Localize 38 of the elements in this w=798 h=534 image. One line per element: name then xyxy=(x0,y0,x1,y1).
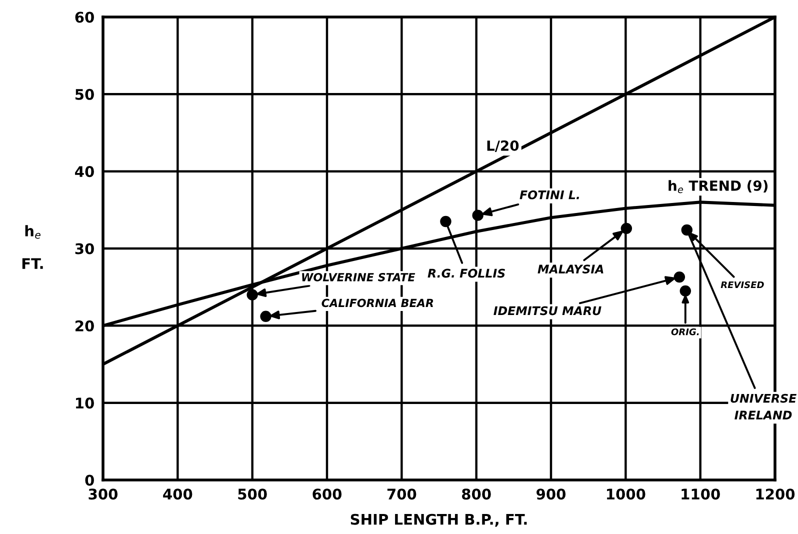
annotation: UNIVERSE IRELAND xyxy=(730,394,796,420)
x-tick-label: 600 xyxy=(312,488,342,500)
point xyxy=(472,210,484,221)
series-label: L/20 xyxy=(487,140,519,152)
x-tick-label: 300 xyxy=(88,488,118,500)
annotation: FOTINI L. xyxy=(520,190,579,200)
point xyxy=(674,271,686,283)
x-axis-title: SHIP LENGTH B.P., FT. xyxy=(350,514,527,527)
x-tick-label: 900 xyxy=(536,488,566,500)
x-tick-label: 800 xyxy=(462,488,491,500)
annotation: MALAYSIA xyxy=(538,264,604,274)
x-tick-label: 1100 xyxy=(682,488,720,500)
point xyxy=(260,310,272,322)
y-tick-label: 20 xyxy=(76,320,94,332)
x-tick-label: 1200 xyxy=(756,488,795,500)
annotation: WOLVERINE STATE xyxy=(302,272,416,282)
y-tick-label: 0 xyxy=(85,474,94,486)
series-label: h$_{e}$ TREND (9) xyxy=(668,180,768,194)
y-tick-label: 40 xyxy=(75,166,94,178)
point xyxy=(620,222,632,234)
x-tick-label: 500 xyxy=(238,488,267,500)
annotation: R.G. FOLLIS xyxy=(428,268,505,278)
point xyxy=(246,289,258,300)
point xyxy=(681,224,692,236)
point xyxy=(440,216,452,228)
annotation: IDEMITSU MARU xyxy=(494,306,602,316)
point xyxy=(680,285,692,297)
y-tick-label: 30 xyxy=(75,243,94,254)
text: h$_{e}$ FT. xyxy=(22,225,43,269)
y-tick-label: 10 xyxy=(76,398,94,409)
y-tick-label: 60 xyxy=(75,12,94,23)
x-tick-label: 400 xyxy=(163,488,192,500)
x-tick-label: 1000 xyxy=(607,488,646,500)
annotation: ORIG. xyxy=(671,328,699,336)
annotation: CALIFORNIA BEAR xyxy=(322,298,434,308)
annotation: REVISED xyxy=(720,281,764,288)
y-tick-label: 50 xyxy=(76,88,94,100)
x-tick-label: 700 xyxy=(387,488,416,500)
